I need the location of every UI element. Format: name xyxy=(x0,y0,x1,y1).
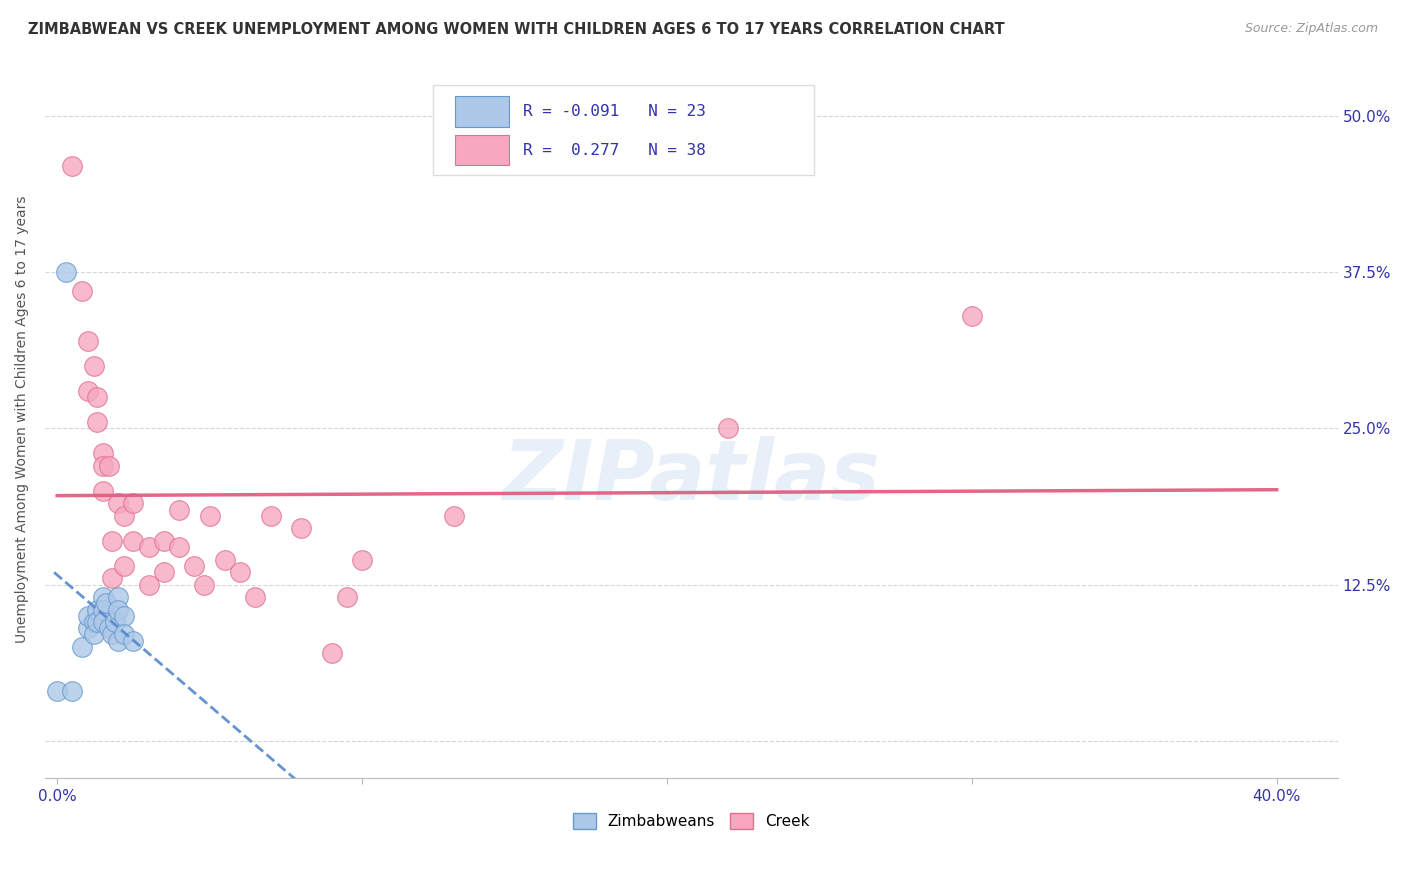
Point xyxy=(290,521,312,535)
Point xyxy=(138,540,160,554)
Point xyxy=(62,159,84,173)
Point xyxy=(107,602,129,616)
Point xyxy=(86,615,108,629)
Text: ZIPatlas: ZIPatlas xyxy=(502,436,880,516)
Y-axis label: Unemployment Among Women with Children Ages 6 to 17 years: Unemployment Among Women with Children A… xyxy=(15,195,30,642)
Point xyxy=(245,590,267,604)
Point xyxy=(76,384,98,398)
Point xyxy=(107,496,129,510)
Point xyxy=(321,646,343,660)
Point xyxy=(76,608,98,623)
Legend: Zimbabweans, Creek: Zimbabweans, Creek xyxy=(567,807,815,835)
Point xyxy=(153,565,176,579)
Point xyxy=(198,508,221,523)
Point xyxy=(98,458,121,473)
Point xyxy=(112,608,135,623)
Text: R = -0.091   N = 23: R = -0.091 N = 23 xyxy=(523,104,706,119)
Point xyxy=(55,265,77,279)
Point xyxy=(91,446,114,460)
Point xyxy=(107,590,129,604)
Text: R =  0.277   N = 38: R = 0.277 N = 38 xyxy=(523,143,706,158)
Point xyxy=(112,558,135,573)
Point xyxy=(86,390,108,404)
Point xyxy=(101,571,124,585)
Point xyxy=(167,502,190,516)
Point xyxy=(183,558,205,573)
Point xyxy=(70,284,93,298)
FancyBboxPatch shape xyxy=(454,96,509,127)
Text: ZIMBABWEAN VS CREEK UNEMPLOYMENT AMONG WOMEN WITH CHILDREN AGES 6 TO 17 YEARS CO: ZIMBABWEAN VS CREEK UNEMPLOYMENT AMONG W… xyxy=(28,22,1005,37)
Point xyxy=(76,621,98,635)
Point xyxy=(70,640,93,654)
Point xyxy=(107,633,129,648)
Point xyxy=(138,577,160,591)
Point xyxy=(193,577,215,591)
Point xyxy=(91,590,114,604)
FancyBboxPatch shape xyxy=(454,136,509,165)
Point xyxy=(122,496,145,510)
Point xyxy=(112,508,135,523)
Point xyxy=(101,533,124,548)
Point xyxy=(94,596,117,610)
Point xyxy=(259,508,281,523)
Point xyxy=(83,615,105,629)
FancyBboxPatch shape xyxy=(433,85,814,175)
Text: Source: ZipAtlas.com: Source: ZipAtlas.com xyxy=(1244,22,1378,36)
Point xyxy=(717,421,740,435)
Point xyxy=(960,309,983,323)
Point xyxy=(86,415,108,429)
Point xyxy=(86,602,108,616)
Point xyxy=(91,483,114,498)
Point xyxy=(91,615,114,629)
Point xyxy=(62,683,84,698)
Point xyxy=(350,552,373,566)
Point xyxy=(104,615,127,629)
Point xyxy=(122,533,145,548)
Point xyxy=(46,683,69,698)
Point xyxy=(167,540,190,554)
Point xyxy=(214,552,236,566)
Point xyxy=(91,458,114,473)
Point xyxy=(443,508,465,523)
Point xyxy=(83,627,105,641)
Point xyxy=(153,533,176,548)
Point xyxy=(336,590,359,604)
Point xyxy=(122,633,145,648)
Point xyxy=(76,334,98,348)
Point xyxy=(91,602,114,616)
Point xyxy=(112,627,135,641)
Point xyxy=(229,565,252,579)
Point xyxy=(98,621,121,635)
Point xyxy=(83,359,105,373)
Point xyxy=(101,627,124,641)
